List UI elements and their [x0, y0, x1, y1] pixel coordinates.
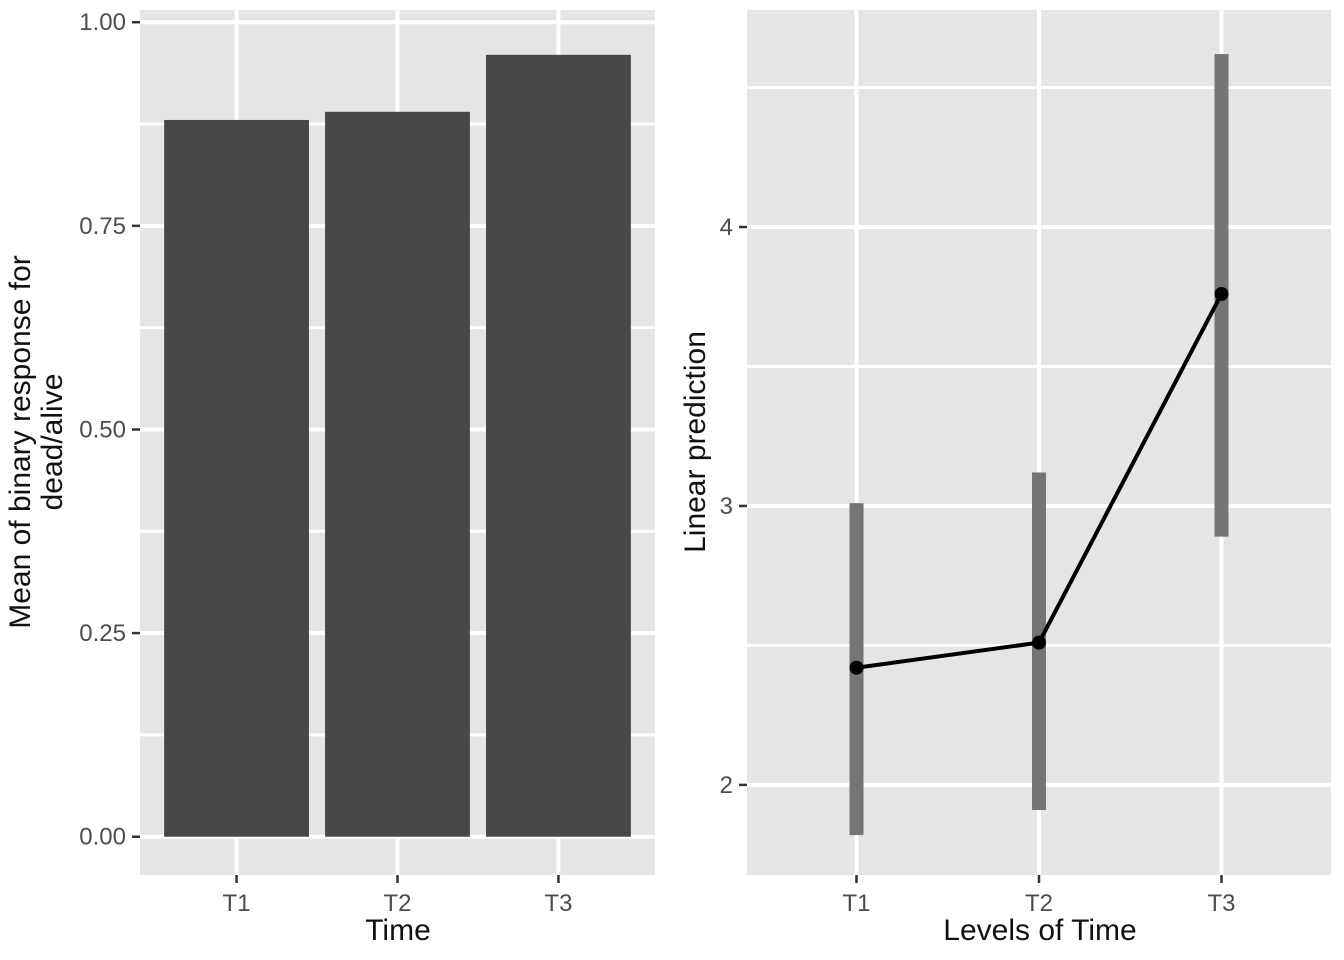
y-tick-label: 4 [720, 214, 733, 241]
y-tick-label: 0.50 [79, 416, 126, 443]
bar-T3 [486, 54, 631, 837]
x-tick-label: T1 [223, 890, 251, 917]
x-tick-label: T2 [1025, 890, 1053, 917]
point-T3 [1214, 286, 1229, 301]
y-tick-label: 0.75 [79, 213, 126, 240]
y-tick-label: 2 [720, 772, 733, 799]
left-y-axis-title-line2: dead/alive [36, 374, 69, 511]
pointrange-chart-panel: 2 3 4 T1 T2 T3 [720, 10, 1331, 917]
right-y-axis-title: Linear prediction [679, 331, 712, 553]
x-tick-label: T1 [842, 890, 870, 917]
left-y-axis-title-line1: Mean of binary response for [4, 255, 37, 629]
point-T1 [849, 660, 864, 675]
right-x-axis-title: Levels of Time [943, 914, 1136, 947]
y-tick-label: 1.00 [79, 9, 126, 36]
bar-T2 [325, 111, 470, 837]
x-tick-label: T3 [544, 890, 572, 917]
y-tick-label: 0.00 [79, 824, 126, 851]
x-tick-label: T3 [1207, 890, 1235, 917]
y-tick-label: 0.25 [79, 620, 126, 647]
point-T2 [1032, 635, 1046, 650]
bar-T1 [164, 119, 309, 837]
x-tick-label: T2 [383, 890, 411, 917]
left-x-axis-title: Time [365, 914, 431, 947]
y-tick-label: 3 [720, 493, 733, 520]
bar-chart-panel: 0.00 0.25 0.50 0.75 1.00 T1 T2 T3 [79, 9, 655, 917]
